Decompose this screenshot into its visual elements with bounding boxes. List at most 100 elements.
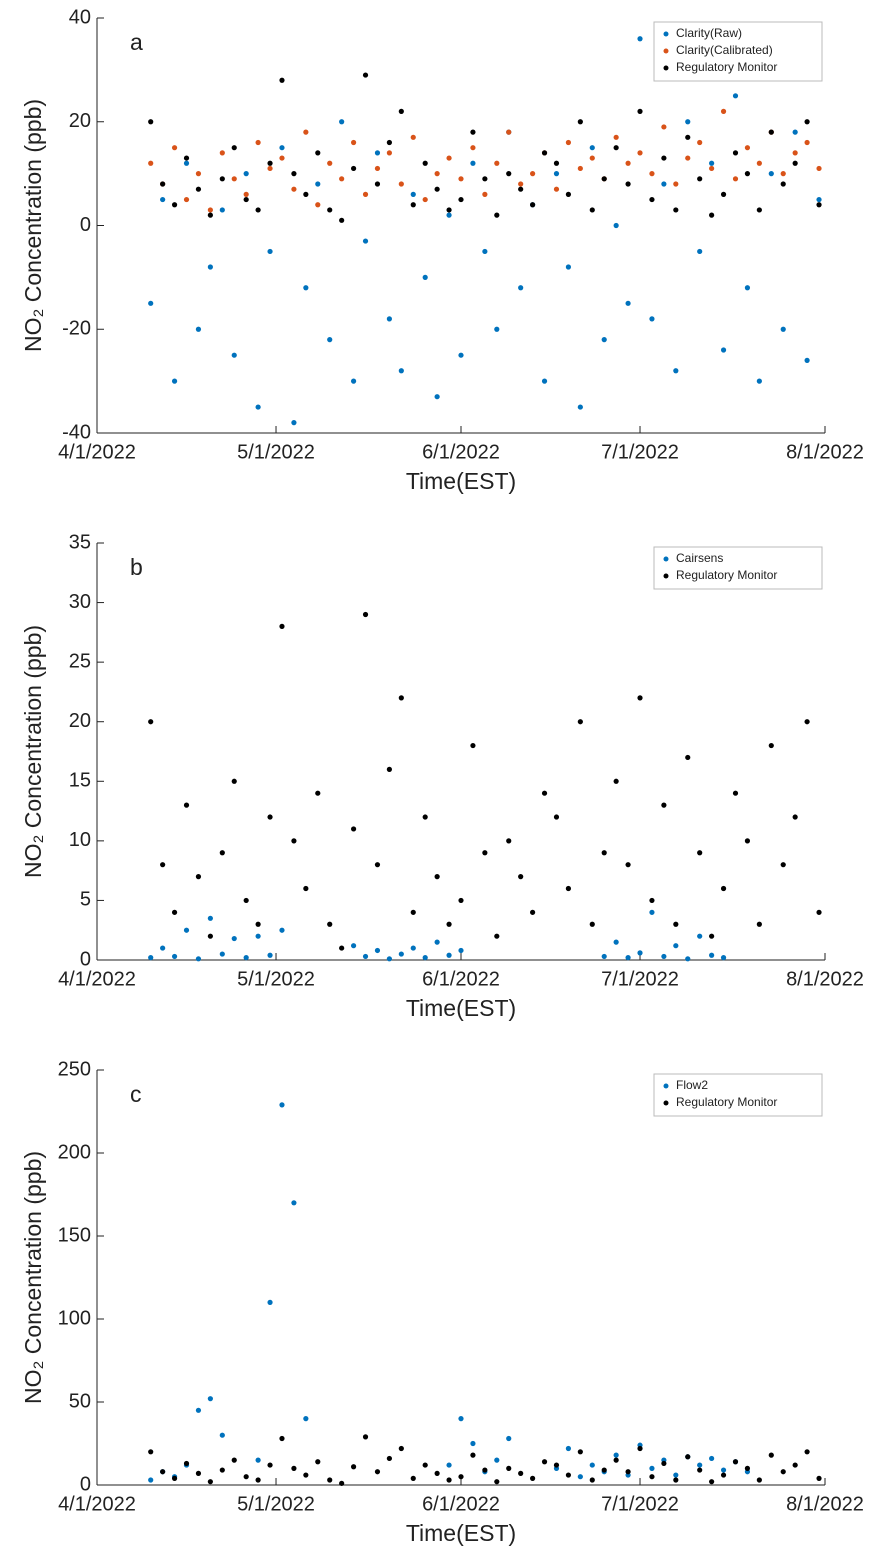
point: [709, 160, 715, 166]
point: [410, 945, 416, 951]
point: [279, 145, 285, 151]
y-tick-label: 250: [58, 1058, 91, 1080]
point: [506, 129, 512, 135]
point: [279, 1435, 285, 1442]
point: [804, 119, 810, 125]
legend-marker: [663, 1100, 669, 1106]
point: [649, 171, 655, 177]
point: [434, 394, 440, 400]
point: [160, 1469, 166, 1475]
point: [148, 1449, 154, 1455]
point: [255, 1477, 261, 1483]
legend-box: [653, 1073, 823, 1117]
point: [434, 939, 440, 945]
point: [553, 1462, 560, 1468]
legend-marker: [663, 31, 669, 37]
y-tick-label: 50: [69, 1390, 91, 1412]
point: [398, 181, 404, 187]
point: [494, 1479, 500, 1485]
point: [494, 933, 500, 939]
point: [804, 719, 810, 725]
point: [422, 160, 428, 166]
point: [613, 1457, 619, 1463]
point: [816, 165, 822, 172]
point: [446, 921, 452, 927]
point: [518, 1470, 524, 1476]
point: [541, 790, 548, 796]
point: [339, 176, 345, 182]
y-axis-title: NO₂ Concentration (ppb): [20, 625, 46, 878]
point: [649, 1465, 655, 1471]
point: [219, 176, 225, 182]
point: [279, 77, 285, 83]
point: [697, 248, 703, 255]
point: [649, 196, 655, 203]
point: [386, 139, 392, 146]
point: [458, 352, 464, 358]
point: [398, 951, 404, 957]
point: [804, 1449, 810, 1455]
point: [637, 950, 643, 956]
point: [267, 165, 273, 172]
point: [494, 160, 500, 166]
point: [327, 160, 333, 166]
point: [601, 953, 607, 960]
y-tick-label: 20: [69, 710, 91, 732]
point: [410, 134, 416, 140]
point: [589, 1462, 595, 1468]
point: [494, 212, 500, 218]
point: [768, 171, 774, 177]
point: [685, 119, 691, 125]
point: [613, 145, 619, 151]
point: [255, 933, 261, 939]
legend-label: Regulatory Monitor: [676, 568, 777, 582]
point: [255, 1457, 261, 1463]
point: [267, 814, 273, 820]
point: [386, 150, 392, 156]
point: [434, 171, 440, 177]
point: [744, 145, 751, 151]
x-tick-label: 5/1/2022: [237, 1493, 315, 1515]
point: [470, 145, 476, 151]
point: [661, 155, 667, 161]
point: [804, 139, 810, 146]
point: [553, 171, 560, 177]
point: [732, 150, 739, 156]
point: [732, 1459, 739, 1465]
y-tick-label: 0: [80, 214, 91, 236]
point: [303, 129, 309, 135]
point: [780, 326, 786, 332]
point: [327, 921, 333, 927]
point: [219, 951, 225, 957]
point: [148, 119, 154, 125]
point: [231, 778, 237, 784]
point: [780, 181, 786, 187]
point: [625, 300, 631, 306]
point: [255, 207, 261, 213]
point: [780, 171, 786, 177]
point: [315, 790, 321, 796]
y-axis-title: NO₂ Concentration (ppb): [20, 1151, 46, 1404]
point: [577, 1449, 583, 1455]
point: [267, 1299, 273, 1305]
point: [183, 927, 190, 933]
x-tick-label: 8/1/2022: [786, 441, 864, 463]
point: [339, 119, 345, 125]
point: [816, 202, 822, 208]
point: [195, 186, 202, 192]
point: [601, 337, 607, 343]
point: [720, 1467, 727, 1473]
point: [756, 160, 762, 166]
point: [589, 155, 595, 161]
point: [541, 150, 548, 156]
legend-label: Clarity(Calibrated): [676, 43, 773, 57]
point: [195, 1407, 202, 1413]
point: [506, 171, 512, 177]
y-axis-title: NO₂ Concentration (ppb): [20, 99, 46, 352]
point: [625, 955, 631, 961]
y-tick-label: 40: [69, 6, 91, 28]
point: [231, 176, 237, 182]
point: [470, 160, 476, 166]
point: [243, 955, 249, 961]
point: [243, 191, 249, 197]
